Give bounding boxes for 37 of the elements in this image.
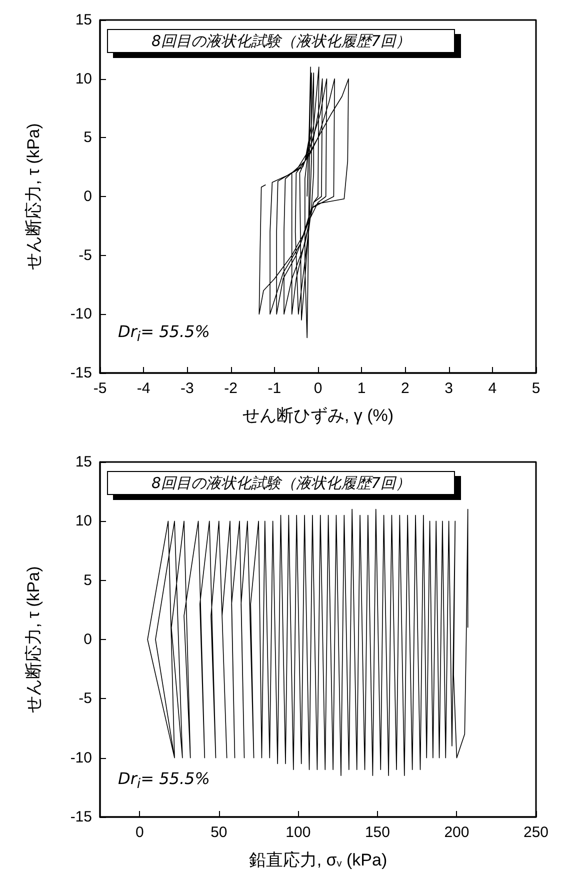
- annotation: Dr$_{i}$= 55.5%: [118, 322, 210, 346]
- y-tick-label: 5: [84, 129, 92, 146]
- x-tick-label: -2: [224, 380, 238, 397]
- x-tick-label: -1: [268, 380, 282, 397]
- y-tick-label: -5: [78, 246, 92, 264]
- y-axis-title: せん断応力, τ (kPa): [24, 566, 43, 713]
- y-tick-label: 0: [84, 188, 92, 205]
- x-tick-label: 5: [532, 380, 540, 397]
- y-tick-label: 5: [84, 572, 92, 589]
- y-tick-label: 15: [75, 454, 92, 470]
- y-tick-label: -10: [70, 749, 92, 766]
- x-tick-label: 250: [523, 824, 549, 841]
- x-tick-label: 50: [210, 824, 228, 841]
- x-axis-title: 鉛直応力, σv (kPa): [248, 850, 388, 870]
- y-axis-title: せん断応力, τ (kPa): [24, 123, 43, 270]
- y-tick-label: -5: [78, 690, 92, 708]
- x-tick-label: 2: [401, 380, 410, 397]
- x-tick-label: 3: [444, 380, 453, 397]
- x-tick-label: 200: [444, 824, 470, 841]
- x-tick-label: -4: [136, 380, 150, 397]
- y-tick-label: -15: [70, 364, 92, 382]
- y-tick-label: -10: [70, 306, 92, 323]
- y-tick-label: 15: [75, 12, 92, 28]
- line-series: [258, 66, 349, 338]
- y-tick-label: 10: [75, 70, 92, 88]
- x-tick-label: 0: [314, 380, 322, 397]
- x-tick-label: 4: [488, 380, 497, 397]
- y-tick-label: -15: [70, 808, 92, 826]
- x-tick-label: 1: [357, 380, 366, 397]
- annotation: Dr$_{i}$= 55.5%: [118, 769, 210, 792]
- x-tick-label: 100: [286, 824, 311, 841]
- y-tick-label: 10: [75, 512, 92, 530]
- x-tick-label: 0: [135, 824, 144, 841]
- x-axis-title: せん断ひずみ, γ (%): [242, 406, 394, 425]
- y-tick-label: 0: [84, 631, 92, 648]
- x-tick-label: -3: [180, 380, 194, 397]
- x-tick-label: 150: [364, 824, 390, 841]
